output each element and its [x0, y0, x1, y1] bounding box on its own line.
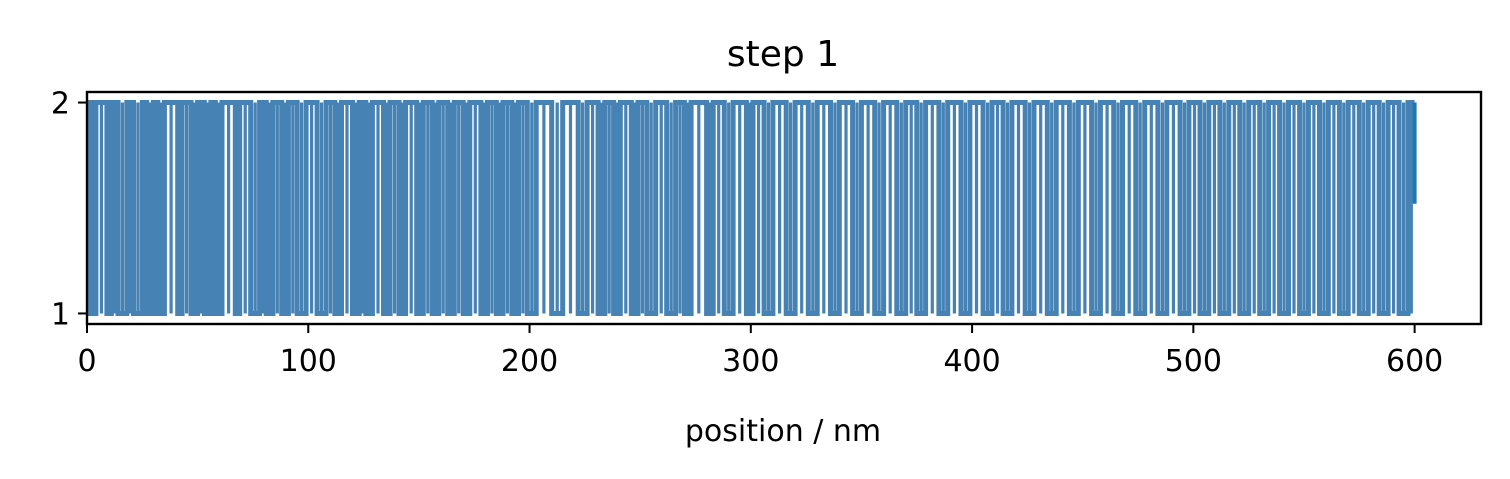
- y-tick-label: 1: [51, 297, 70, 332]
- x-tick-label: 100: [280, 344, 337, 379]
- y-tick-label: 2: [51, 87, 70, 122]
- plot-area: [86, 100, 1417, 316]
- y-axis: 12: [51, 87, 87, 332]
- x-tick-label: 0: [77, 344, 96, 379]
- x-axis: 0 100 200 300 400 500 600: [77, 324, 1443, 379]
- x-tick-label: 600: [1386, 344, 1443, 379]
- x-tick-label: 300: [722, 344, 779, 379]
- x-tick-label: 200: [501, 344, 558, 379]
- x-tick-label: 500: [1165, 344, 1222, 379]
- x-axis-label: position / nm: [685, 414, 881, 449]
- series-line: [86, 100, 1415, 316]
- chart-title: step 1: [727, 34, 839, 75]
- plot-frame: [85, 90, 1483, 326]
- x-tick-label: 400: [943, 344, 1000, 379]
